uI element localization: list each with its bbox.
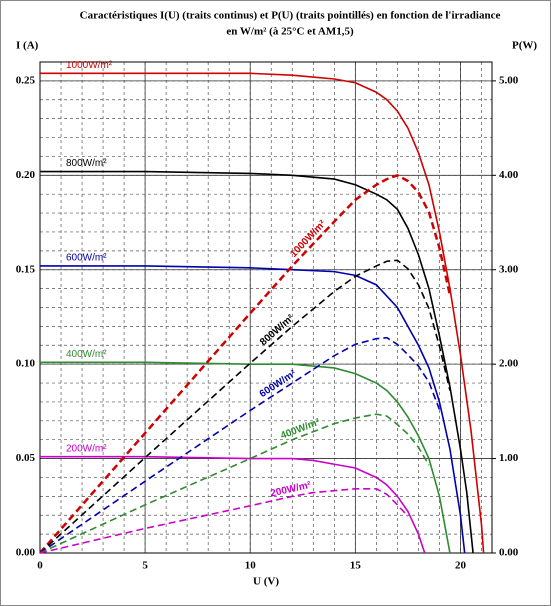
current-curve (40, 72, 485, 554)
current-curve (40, 170, 474, 554)
current-curve (40, 455, 426, 554)
y-tick-label: 0.25 (16, 74, 36, 86)
current-curve (40, 361, 451, 554)
series-label: 1000W/m² (66, 60, 113, 71)
chart-title: Caractéristiques I(U) (traits continus) … (80, 10, 501, 22)
y-tick-label: 0.00 (16, 547, 36, 559)
series-label: 200W/m² (66, 443, 107, 454)
y2-tick-label: 1.00 (499, 452, 519, 464)
y-axis-label: I (A) (16, 40, 39, 52)
series-label: 800W/m² (66, 158, 107, 169)
power-curve (39, 413, 430, 554)
plot-border (39, 61, 493, 554)
y2-axis-label: P(W) (512, 40, 537, 52)
series-label: 600W/m² (66, 253, 107, 264)
x-tick-label: 20 (455, 560, 467, 572)
y2-tick-label: 4.00 (499, 169, 519, 181)
y2-tick-label: 0.00 (499, 547, 519, 559)
power-curve (39, 487, 409, 554)
y2-tick-label: 3.00 (499, 263, 519, 275)
x-tick-label: 5 (142, 560, 148, 572)
y2-tick-label: 5.00 (499, 74, 519, 86)
chart-title: en W/m² (à 25°C et AM1,5) (226, 26, 354, 38)
y-tick-label: 0.05 (16, 452, 36, 464)
current-curve (40, 265, 466, 554)
x-axis-label: U (V) (253, 576, 279, 588)
y-tick-label: 0.20 (16, 169, 36, 181)
power-curve (39, 336, 441, 554)
power-curve (39, 259, 451, 554)
y-tick-label: 0.15 (16, 263, 36, 275)
y-tick-label: 0.10 (16, 358, 36, 370)
x-tick-label: 10 (245, 560, 257, 572)
x-tick-label: 0 (37, 560, 43, 572)
series-label: 400W/m² (66, 349, 107, 360)
x-tick-label: 15 (350, 560, 362, 572)
y2-tick-label: 2.00 (499, 358, 519, 370)
